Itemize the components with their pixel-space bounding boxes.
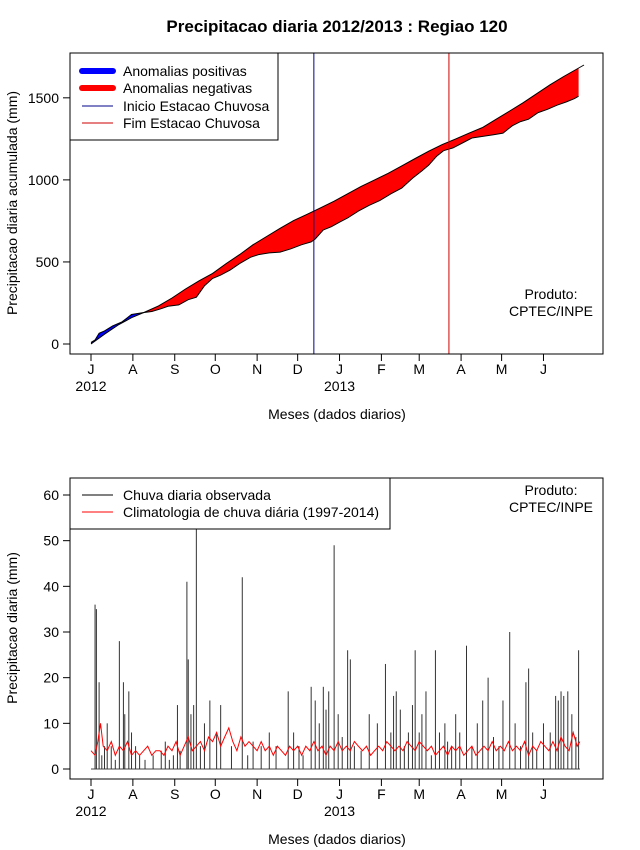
year-label: 2012	[75, 378, 106, 394]
year-label: 2013	[324, 378, 355, 394]
legend-label-climatology: Climatologia de chuva diária (1997-2014)	[123, 504, 379, 520]
y-tick-label: 0	[51, 761, 59, 777]
x-tick-label: J	[88, 361, 95, 377]
x-tick-label: M	[496, 786, 508, 802]
y-tick-label: 1500	[28, 90, 59, 106]
year-label: 2012	[75, 803, 106, 819]
x-tick-label: O	[210, 786, 221, 802]
y-tick-label: 10	[43, 715, 59, 731]
legend-label-negative: Anomalias negativas	[123, 80, 252, 96]
x-tick-label: J	[540, 786, 547, 802]
x-tick-label: M	[496, 361, 508, 377]
y-tick-label: 50	[43, 533, 59, 549]
cumulative-y-axis: 0 500 1000 1500	[28, 90, 70, 352]
y-tick-label: 40	[43, 578, 59, 594]
daily-x-label: Meses (dados diarios)	[268, 831, 406, 847]
x-tick-label: J	[540, 361, 547, 377]
daily-product-label-line1: Produto:	[525, 482, 578, 498]
climatology-line-layer	[90, 723, 581, 757]
x-tick-label: S	[170, 786, 179, 802]
y-tick-label: 1000	[28, 172, 59, 188]
x-tick-label: J	[88, 786, 95, 802]
climatology-cumulative-line	[90, 64, 585, 345]
observed-cumulative-line	[90, 95, 579, 343]
x-tick-label: A	[456, 361, 466, 377]
x-tick-label: M	[413, 361, 425, 377]
x-tick-label: S	[170, 361, 179, 377]
cumulative-plot-frame	[69, 52, 604, 355]
climatology-daily-line	[90, 723, 581, 757]
x-tick-label: D	[293, 786, 303, 802]
cumulative-lines-layer	[90, 64, 585, 345]
cumulative-x-label: Meses (dados diarios)	[268, 406, 406, 422]
season-lines-layer	[313, 53, 450, 354]
product-label-line2: CPTEC/INPE	[509, 303, 593, 319]
cumulative-legend: Anomalias positivas Anomalias negativas …	[69, 52, 279, 141]
y-tick-label: 30	[43, 624, 59, 640]
positive-anomaly-area	[91, 312, 143, 344]
daily-legend: Chuva diaria observada Climatologia de c…	[69, 477, 391, 530]
y-tick-label: 20	[43, 670, 59, 686]
x-tick-label: A	[456, 786, 466, 802]
daily-y-label: Precipitacao diaria (mm)	[4, 552, 20, 704]
y-tick-label: 60	[43, 487, 59, 503]
legend-label-positive: Anomalias positivas	[123, 63, 247, 79]
chart-title: Precipitacao diaria 2012/2013 : Regiao 1…	[166, 17, 507, 36]
daily-legend-box	[69, 477, 391, 530]
legend-label-season-start: Inicio Estacao Chuvosa	[123, 98, 270, 114]
observed-spikes-layer	[91, 526, 580, 770]
legend-label-season-end: Fim Estacao Chuvosa	[123, 115, 260, 131]
legend-box	[69, 52, 279, 141]
y-tick-label: 0	[51, 336, 59, 352]
x-tick-label: J	[336, 786, 343, 802]
x-tick-label: M	[413, 786, 425, 802]
daily-product-label-line2: CPTEC/INPE	[509, 499, 593, 515]
negative-anomaly-area	[142, 68, 579, 314]
daily-y-axis: 0 10 20 30 40 50 60	[43, 487, 70, 777]
y-tick-label: 500	[36, 254, 60, 270]
product-label-line1: Produto:	[525, 286, 578, 302]
x-tick-label: D	[293, 361, 303, 377]
x-tick-label: A	[128, 786, 138, 802]
x-tick-label: N	[252, 786, 262, 802]
x-tick-label: J	[336, 361, 343, 377]
x-tick-label: A	[128, 361, 138, 377]
x-tick-label: O	[210, 361, 221, 377]
x-tick-label: F	[377, 361, 386, 377]
cumulative-y-label: Precipitacao diaria acumulada (mm)	[4, 91, 20, 315]
year-label: 2013	[324, 803, 355, 819]
legend-label-observed: Chuva diaria observada	[123, 487, 271, 503]
anomaly-area-layer	[91, 68, 579, 344]
x-tick-label: N	[252, 361, 262, 377]
x-tick-label: F	[377, 786, 386, 802]
